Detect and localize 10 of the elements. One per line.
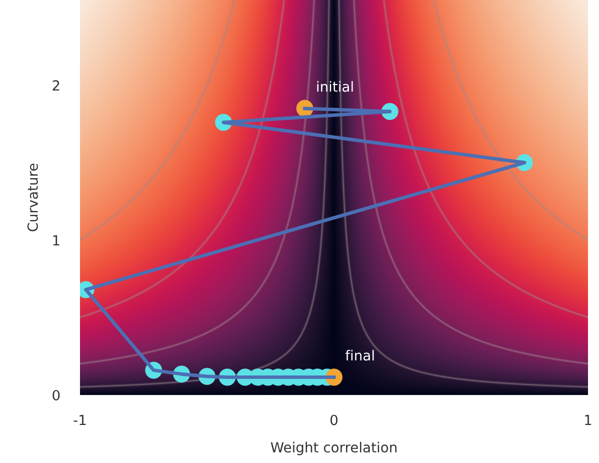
x-tick-label: 0: [330, 414, 338, 426]
x-tick-label: -1: [74, 414, 86, 425]
y-axis-title: Curvature: [27, 164, 38, 232]
y-tick-label: 1: [53, 235, 60, 246]
annotation: final: [345, 350, 374, 361]
annotation: initial: [317, 81, 353, 92]
y-tick-label: 0: [52, 390, 60, 400]
x-axis-title: Weight correlation: [270, 442, 396, 456]
x-tick-label: 1: [585, 414, 592, 425]
y-tick-label: 2: [52, 80, 60, 90]
